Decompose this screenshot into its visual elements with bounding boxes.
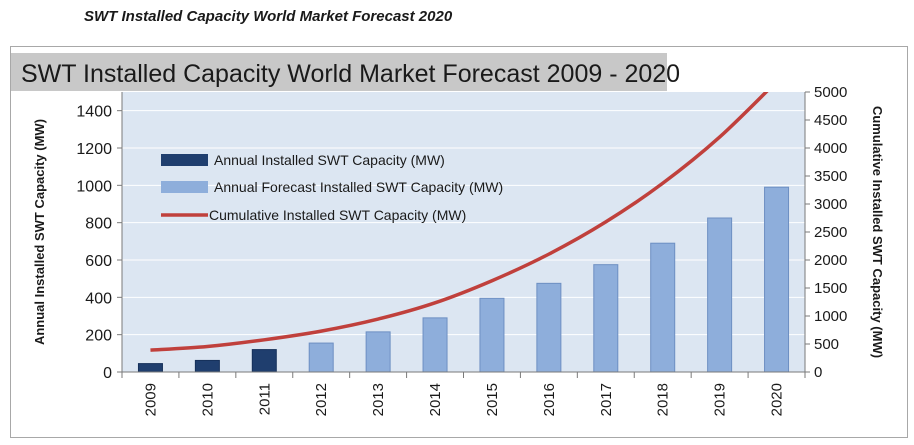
y-tick-label-right: 3000: [814, 196, 847, 213]
x-tick-label: 2011: [256, 383, 273, 415]
legend: Annual Installed SWT Capacity (MW) Annual…: [161, 152, 503, 223]
bar-annual-installed: [137, 363, 163, 373]
x-tick-label: 2015: [484, 383, 501, 416]
bar-annual-installed: [251, 349, 277, 373]
figure-caption: SWT Installed Capacity World Market Fore…: [84, 8, 453, 25]
y-tick-label-right: 5000: [814, 84, 847, 101]
x-tick-label: 2009: [142, 383, 159, 416]
bar-annual-installed: [194, 359, 220, 373]
bar-annual-forecast: [764, 186, 790, 373]
bar-annual-forecast: [308, 342, 334, 373]
x-tick-label: 2017: [598, 383, 615, 416]
x-tick-label: 2020: [769, 383, 786, 416]
bar-annual-forecast: [422, 317, 448, 373]
y-tick-label-left: 1400: [76, 104, 112, 121]
y-tick-label-right: 1500: [814, 280, 847, 297]
x-tick-label: 2013: [370, 383, 387, 416]
y-tick-label-right: 4000: [814, 140, 847, 157]
x-tick-label: 2014: [427, 383, 444, 416]
y-tick-label-right: 4500: [814, 112, 847, 129]
x-tick-label: 2010: [199, 383, 216, 416]
y-tick-label-left: 1000: [76, 178, 112, 195]
bar-annual-forecast: [707, 217, 733, 373]
y-tick-label-right: 1000: [814, 308, 847, 325]
legend-swatch-1: [161, 154, 208, 166]
y-tick-label-right: 2500: [814, 224, 847, 241]
plot-area: [122, 92, 805, 372]
legend-label-1: Annual Installed SWT Capacity (MW): [214, 152, 445, 168]
y-tick-label-left: 0: [103, 365, 112, 382]
y-tick-label-right: 2000: [814, 252, 847, 269]
line-cumulative: [150, 92, 769, 352]
y-tick-label-right: 3500: [814, 168, 847, 185]
title-banner: [11, 53, 667, 91]
x-tick-label: 2012: [313, 383, 330, 416]
bar-annual-forecast: [365, 331, 391, 373]
legend-swatch-2: [161, 181, 208, 193]
chart-svg: SWT Installed Capacity World Market Fore…: [11, 53, 885, 416]
x-tick-label: 2018: [655, 383, 672, 416]
legend-label-2: Annual Forecast Installed SWT Capacity (…: [214, 179, 503, 195]
bar-annual-forecast: [650, 242, 676, 373]
y-tick-label-right: 500: [814, 336, 839, 353]
y-axis-label-right: Cumulative Installed SWT Capacity (MW): [870, 106, 885, 358]
legend-label-3: Cumulative Installed SWT Capacity (MW): [209, 207, 466, 223]
y-tick-label-left: 600: [85, 253, 112, 270]
chart-figure: SWT Installed Capacity World Market Fore…: [10, 46, 908, 438]
chart-title: SWT Installed Capacity World Market Fore…: [21, 60, 680, 88]
bar-annual-forecast: [536, 282, 562, 373]
y-tick-label-left: 400: [85, 290, 112, 307]
y-tick-label-left: 1200: [76, 141, 112, 158]
y-axis-label-left: Annual Installed SWT Capacity (MW): [32, 119, 47, 345]
y-tick-label-right: 0: [814, 364, 822, 381]
y-tick-label-left: 800: [85, 216, 112, 233]
y-tick-label-left: 200: [85, 328, 112, 345]
bar-annual-forecast: [593, 264, 619, 373]
x-tick-label: 2019: [712, 383, 729, 416]
x-tick-label: 2016: [541, 383, 558, 416]
bar-annual-forecast: [479, 297, 505, 373]
